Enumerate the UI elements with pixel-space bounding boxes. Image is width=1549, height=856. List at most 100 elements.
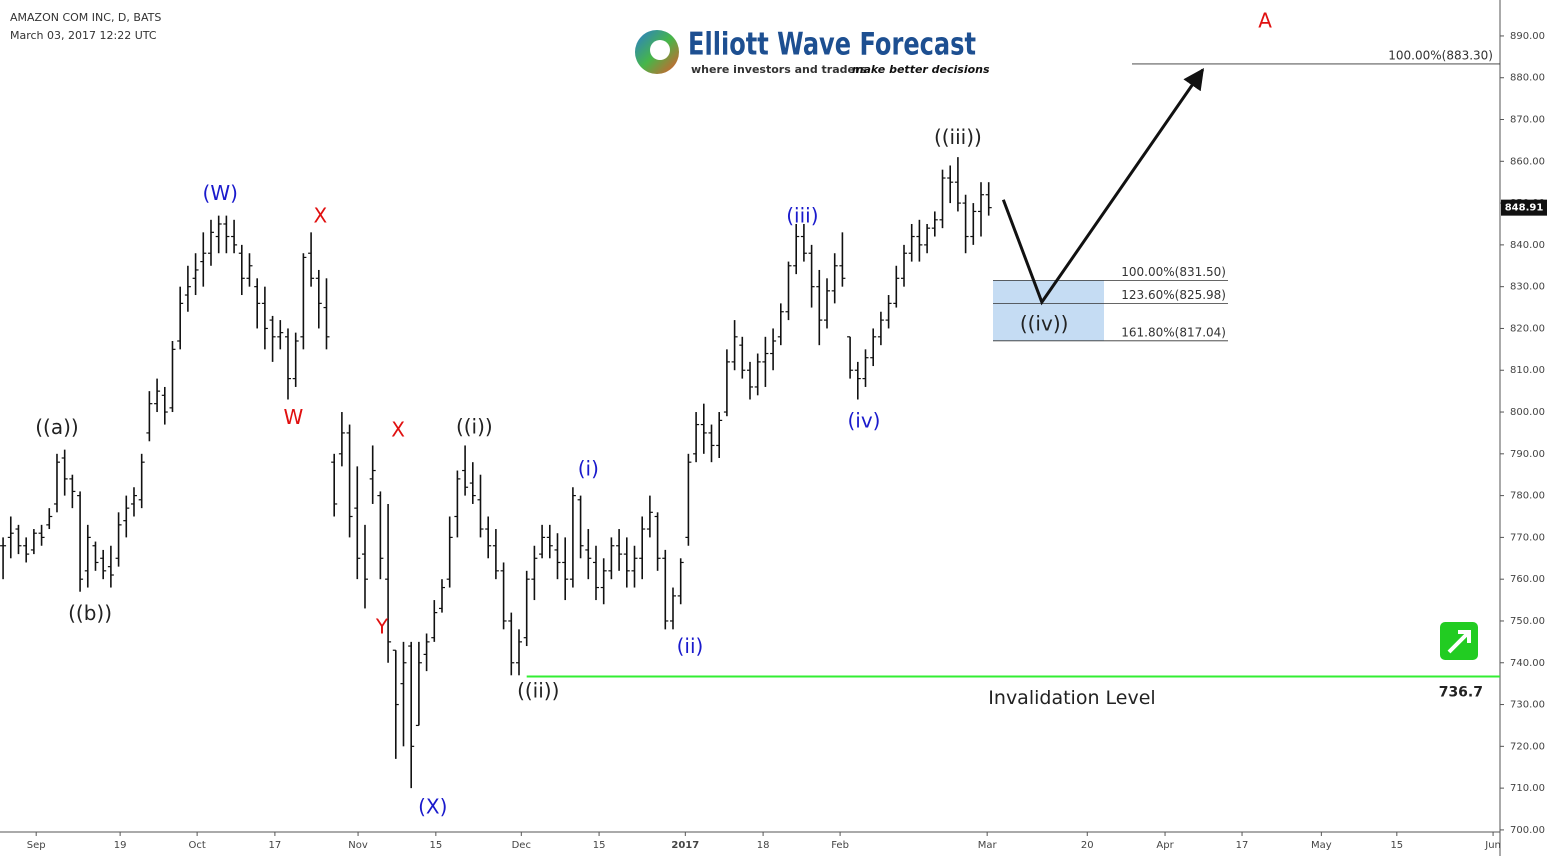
ohlc-bar [646, 495, 653, 538]
ohlc-bar [577, 495, 584, 559]
y-tick-label: 750.00 [1510, 616, 1545, 627]
ohlc-bar [308, 232, 315, 287]
ohlc-bar [500, 562, 507, 630]
ohlc-bar [423, 633, 430, 672]
x-tick-label: 19 [114, 840, 127, 851]
ohlc-bar [685, 453, 692, 546]
ohlc-bar [477, 474, 484, 538]
ohlc-bar [816, 269, 823, 346]
ohlc-bar [539, 524, 546, 559]
wave-label: W [283, 405, 303, 429]
ohlc-bar [154, 378, 161, 413]
ohlc-bar [385, 503, 392, 663]
ohlc-bar [261, 286, 268, 350]
ohlc-bar [639, 516, 646, 580]
ohlc-bar [669, 587, 676, 630]
ohlc-bar [7, 516, 14, 559]
x-tick-label: Mar [978, 840, 998, 851]
wave-label: (X) [418, 794, 447, 818]
y-tick-label: 860.00 [1510, 156, 1545, 167]
ohlc-bar [762, 336, 769, 387]
ohlc-bar [924, 223, 931, 254]
ohlc-bar [469, 462, 476, 504]
ohlc-bar [901, 244, 908, 287]
logo-icon-inner [650, 40, 670, 60]
wave-label: ((b)) [68, 601, 112, 625]
x-tick-label: Jun [1484, 840, 1501, 851]
ohlc-bar [77, 491, 84, 592]
ohlc-bar [662, 549, 669, 630]
ohlc-bar [0, 537, 7, 580]
ohlc-bar [877, 311, 884, 346]
ohlc-bar [754, 353, 761, 396]
ohlc-bar [585, 529, 592, 580]
y-tick-label: 720.00 [1510, 741, 1545, 752]
ohlc-bar [931, 211, 938, 237]
fib-label: 161.80%(817.04) [1121, 325, 1226, 339]
x-tick-label: 20 [1081, 840, 1094, 851]
ohlc-bar [908, 223, 915, 262]
ohlc-bar [800, 223, 807, 262]
invalidation-text: Invalidation Level [988, 687, 1155, 709]
ohlc-bar [231, 219, 238, 254]
ohlc-bar [115, 512, 122, 567]
ohlc-bar [446, 516, 453, 588]
ohlc-bar [608, 537, 615, 580]
ohlc-bar [177, 286, 184, 350]
ohlc-bar [431, 600, 438, 642]
ohlc-bar [677, 558, 684, 605]
ohlc-bar [123, 495, 130, 538]
ohlc-bar [438, 579, 445, 613]
y-tick-label: 740.00 [1510, 658, 1545, 669]
ohlc-bar [369, 445, 376, 504]
ohlc-bar [300, 253, 307, 350]
ohlc-bar [323, 278, 330, 350]
ohlc-bar [53, 453, 60, 513]
ohlc-bar [462, 445, 469, 496]
wave-label: ((iii)) [934, 125, 982, 149]
ohlc-bar [61, 449, 68, 496]
ohlc-bar [824, 278, 831, 329]
ohlc-bar [161, 386, 168, 425]
ohlc-bar [531, 545, 538, 601]
ohlc-bar [854, 361, 861, 400]
ohlc-bar [870, 328, 877, 367]
ohlc-bar [146, 391, 153, 442]
ohlc-bar [46, 508, 53, 530]
wave-label: Y [375, 615, 389, 639]
ohlc-bar [523, 570, 530, 647]
ohlc-bar [723, 349, 730, 417]
ohlc-bar [223, 215, 230, 254]
ohlc-bar [361, 524, 368, 609]
x-tick-label: Dec [512, 840, 531, 851]
ohlc-bar [485, 516, 492, 559]
x-tick-label: Sep [27, 840, 46, 851]
ohlc-bar [107, 545, 114, 588]
ohlc-bar [38, 524, 45, 546]
ohlc-bar [770, 328, 777, 371]
ohlc-bar [839, 232, 846, 287]
wave-label: ((ii)) [517, 679, 559, 703]
ohlc-bar [793, 223, 800, 275]
wave-label: X [391, 417, 405, 441]
ohlc-bar [515, 629, 522, 676]
fib-label: 100.00%(831.50) [1121, 265, 1226, 279]
chart-subtitle: March 03, 2017 12:22 UTC [10, 29, 157, 42]
logo: Elliott Wave Forecast where investors an… [635, 27, 990, 76]
y-tick-label: 710.00 [1510, 783, 1545, 794]
wave-label: (W) [203, 181, 238, 205]
ohlc-bar [947, 165, 954, 204]
ohlc-bar [885, 295, 892, 329]
y-tick-label: 830.00 [1510, 282, 1545, 293]
ohlc-bar [954, 157, 961, 212]
ohlc-bar [546, 524, 553, 559]
ohlc-bar [315, 269, 322, 329]
y-tick-label: 800.00 [1510, 407, 1545, 418]
y-tick-label: 770.00 [1510, 532, 1545, 543]
x-tick-label: Oct [188, 840, 205, 851]
ohlc-bar [831, 253, 838, 304]
ohlc-bar [254, 278, 261, 329]
ohlc-bar [962, 194, 969, 254]
